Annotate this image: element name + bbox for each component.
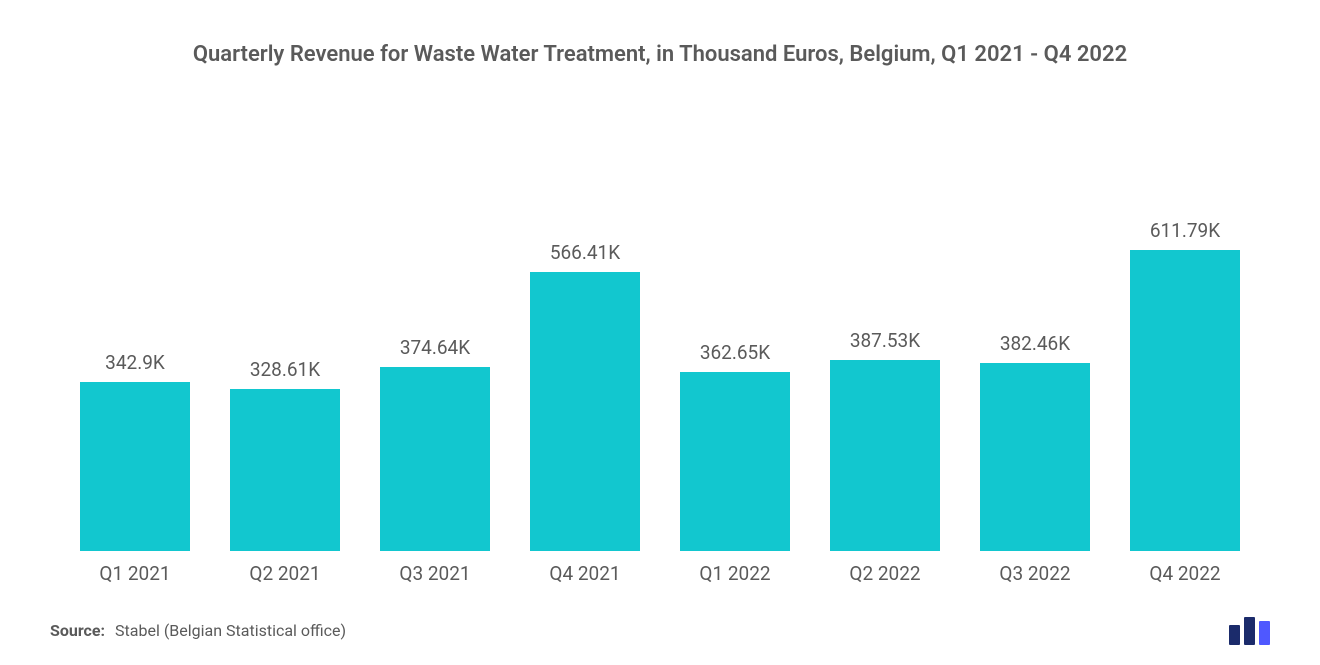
- logo-bar-icon: [1229, 625, 1240, 645]
- bar-col: 566.41K: [510, 100, 660, 551]
- bar-value-label: 342.9K: [105, 351, 165, 374]
- bar-col: 342.9K: [60, 100, 210, 551]
- bar-col: 328.61K: [210, 100, 360, 551]
- x-axis-label: Q1 2021: [60, 562, 210, 585]
- bar-value-label: 611.79K: [1150, 219, 1220, 242]
- bar-value-label: 374.64K: [400, 336, 470, 359]
- x-axis-label: Q3 2022: [960, 562, 1110, 585]
- source-label: Source:: [50, 621, 105, 640]
- bar-col: 374.64K: [360, 100, 510, 551]
- chart-title: Quarterly Revenue for Waste Water Treatm…: [193, 40, 1127, 70]
- bar-col: 382.46K: [960, 100, 1110, 551]
- bar-value-label: 328.61K: [250, 358, 320, 381]
- bar-value-label: 387.53K: [850, 329, 920, 352]
- bar-col: 387.53K: [810, 100, 960, 551]
- x-axis-label: Q4 2022: [1110, 562, 1260, 585]
- bar-rect: [80, 382, 190, 551]
- bar-col: 362.65K: [660, 100, 810, 551]
- bar-rect: [1130, 250, 1240, 551]
- plot-area: 342.9K 328.61K 374.64K 566.41K 362.65K 387.53…: [40, 100, 1280, 552]
- bars-row: 342.9K 328.61K 374.64K 566.41K 362.65K 387.53…: [40, 100, 1280, 552]
- bar-rect: [380, 367, 490, 551]
- source-line: Source: Stabel (Belgian Statistical offi…: [50, 621, 346, 640]
- chart-container: Quarterly Revenue for Waste Water Treatm…: [0, 0, 1320, 665]
- bar-rect: [230, 389, 340, 551]
- brand-logo-icon: [1229, 615, 1270, 645]
- logo-bar-icon: [1244, 617, 1255, 645]
- x-axis-label: Q4 2021: [510, 562, 660, 585]
- x-axis-label: Q1 2022: [660, 562, 810, 585]
- x-axis-label: Q3 2021: [360, 562, 510, 585]
- bar-rect: [980, 363, 1090, 551]
- x-axis-label: Q2 2022: [810, 562, 960, 585]
- chart-footer: Source: Stabel (Belgian Statistical offi…: [40, 585, 1280, 665]
- bar-col: 611.79K: [1110, 100, 1260, 551]
- bar-value-label: 566.41K: [550, 241, 620, 264]
- bar-value-label: 362.65K: [700, 341, 770, 364]
- bar-rect: [830, 360, 940, 551]
- bar-rect: [530, 272, 640, 551]
- bar-value-label: 382.46K: [1000, 332, 1070, 355]
- source-text: Stabel (Belgian Statistical office): [115, 621, 346, 640]
- logo-bar-icon: [1259, 621, 1270, 645]
- bar-rect: [680, 372, 790, 551]
- x-axis: Q1 2021Q2 2021Q3 2021Q4 2021Q1 2022Q2 20…: [40, 552, 1280, 585]
- x-axis-label: Q2 2021: [210, 562, 360, 585]
